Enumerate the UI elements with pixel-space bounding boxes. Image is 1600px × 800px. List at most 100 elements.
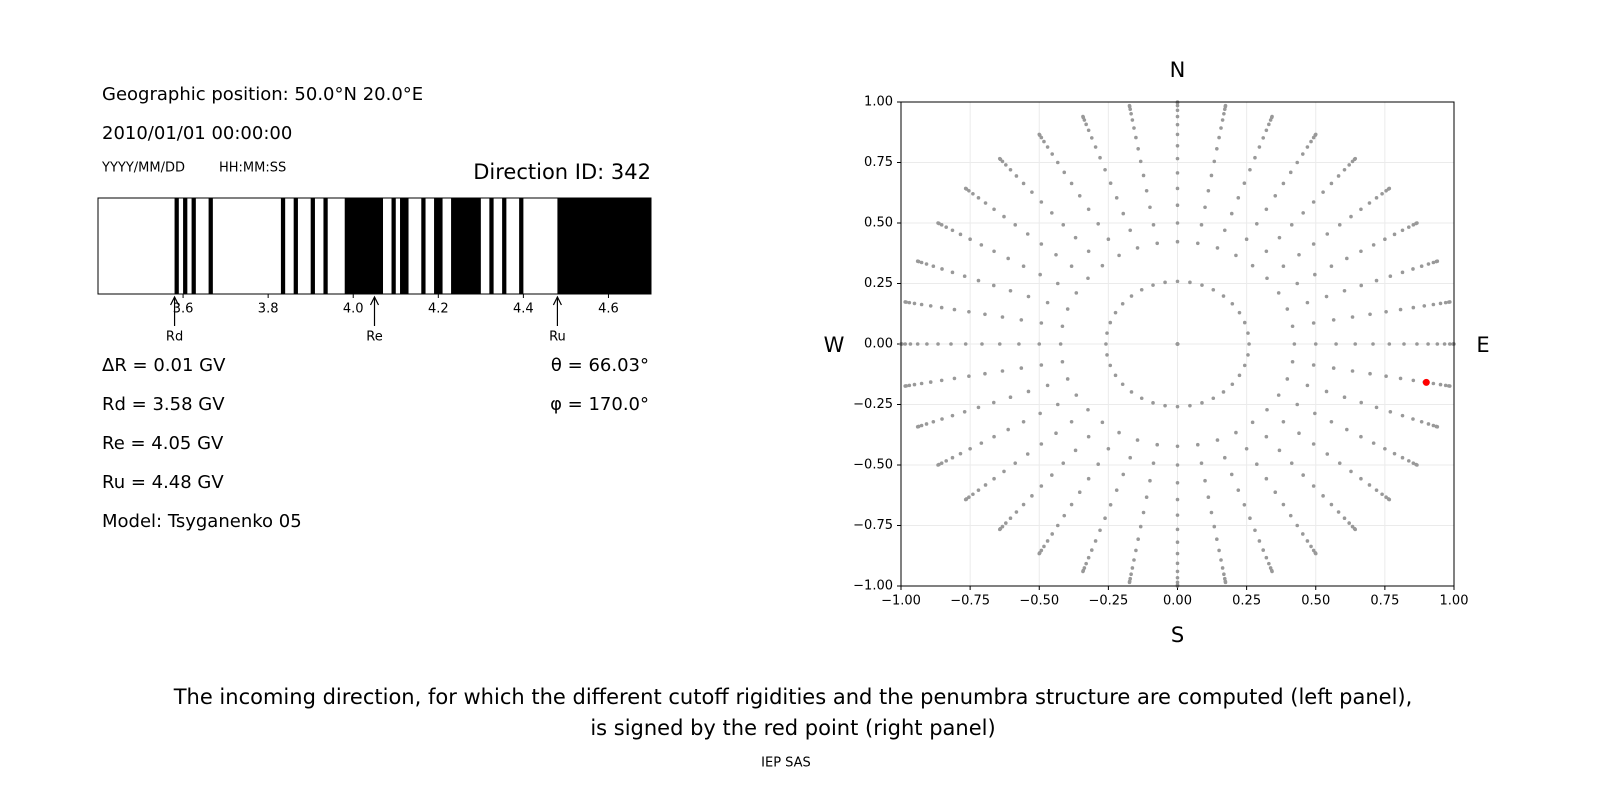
- direction-point: [958, 451, 963, 456]
- direction-point: [1380, 191, 1384, 196]
- direction-point: [1132, 126, 1136, 130]
- direction-point: [1013, 461, 1018, 465]
- x-tick-label: −0.75: [950, 594, 990, 609]
- direction-point: [1074, 291, 1079, 295]
- direction-point: [1151, 401, 1155, 405]
- direction-point: [976, 278, 981, 283]
- x-tick-label: 3.8: [258, 302, 279, 317]
- direction-point: [1045, 300, 1050, 305]
- direction-point: [1311, 484, 1316, 488]
- direction-point: [1199, 461, 1204, 465]
- direction-point: [1324, 294, 1329, 299]
- direction-point: [1311, 200, 1316, 204]
- direction-point: [1337, 461, 1342, 465]
- direction-point: [1130, 118, 1135, 122]
- direction-point: [1447, 384, 1452, 388]
- direction-point: [1242, 320, 1247, 325]
- direction-point: [1325, 452, 1330, 456]
- direction-point: [1188, 280, 1192, 285]
- direction-point: [936, 342, 940, 346]
- direction-point: [1175, 569, 1180, 574]
- direction-point: [1069, 502, 1074, 507]
- direction-point: [997, 342, 1002, 346]
- datetime: 2010/01/01 00:00:00: [102, 123, 292, 144]
- direction-point: [1411, 305, 1416, 310]
- direction-point: [1411, 223, 1416, 227]
- direction-point: [1222, 455, 1227, 460]
- direction-point: [1253, 528, 1257, 533]
- direction-point: [1062, 513, 1067, 518]
- direction-point: [1203, 478, 1207, 483]
- direction-point: [940, 417, 944, 421]
- direction-point: [1135, 246, 1140, 250]
- direction-point: [1129, 390, 1134, 394]
- y-tick-label: −0.75: [853, 518, 893, 533]
- direction-point: [1209, 173, 1214, 178]
- direction-point: [1219, 558, 1223, 562]
- direction-point: [1175, 404, 1180, 409]
- direction-point: [1108, 363, 1113, 368]
- direction-point: [1254, 221, 1259, 226]
- direction-point: [1148, 478, 1152, 483]
- direction-point: [1383, 237, 1387, 242]
- direction-point: [1264, 249, 1269, 254]
- direction-point: [1069, 181, 1074, 186]
- x-tick-label: 4.0: [343, 302, 364, 317]
- direction-point: [1103, 516, 1107, 521]
- x-tick-label: 0.25: [1232, 594, 1261, 609]
- time-format: HH:MM:SS: [219, 161, 286, 176]
- direction-point: [1163, 403, 1167, 408]
- direction-point: [1073, 235, 1078, 240]
- direction-point: [1141, 510, 1146, 515]
- direction-point: [1175, 103, 1180, 108]
- direction-point: [1008, 167, 1013, 172]
- forbidden-band: [344, 198, 384, 294]
- direction-point: [907, 383, 912, 388]
- direction-point: [967, 374, 971, 378]
- direction-point: [1045, 383, 1050, 388]
- compass-east: E: [1476, 333, 1489, 357]
- direction-point: [1313, 132, 1318, 137]
- direction-point: [1089, 548, 1094, 552]
- direction-point: [1438, 301, 1443, 306]
- direction-point: [1380, 492, 1384, 497]
- direction-point: [1058, 342, 1063, 346]
- direction-point: [1195, 442, 1200, 447]
- direction-point: [1104, 342, 1108, 346]
- direction-point: [1128, 455, 1133, 460]
- direction-point: [1374, 488, 1379, 492]
- direction-point: [1289, 223, 1294, 227]
- forbidden-band: [434, 198, 443, 294]
- direction-point: [1074, 393, 1079, 397]
- direction-point: [1267, 561, 1271, 566]
- direction-point: [1217, 135, 1221, 140]
- direction-point: [1050, 211, 1054, 215]
- direction-point: [1248, 516, 1252, 521]
- direction-point: [1065, 377, 1070, 381]
- bar-frame: [97, 197, 652, 295]
- direction-point: [1195, 241, 1200, 246]
- direction-point: [1285, 307, 1290, 311]
- direction-point: [1042, 139, 1046, 144]
- direction-point: [1175, 221, 1180, 225]
- direction-point: [1329, 502, 1334, 507]
- direction-point: [1045, 539, 1050, 543]
- direction-point: [1175, 114, 1180, 119]
- direction-point: [976, 405, 981, 410]
- direction-point: [1215, 146, 1219, 151]
- direction-point: [1305, 383, 1310, 388]
- direction-point: [1222, 228, 1227, 233]
- direction-point: [1305, 300, 1310, 305]
- direction-point: [1175, 513, 1180, 517]
- direction-point: [1295, 281, 1300, 286]
- direction-point: [1039, 200, 1044, 204]
- forbidden-band: [400, 198, 409, 294]
- direction-point: [1281, 181, 1286, 186]
- direction-point: [1345, 427, 1349, 432]
- direction-point: [1221, 390, 1226, 394]
- direction-point: [912, 301, 917, 306]
- direction-point: [1336, 510, 1341, 514]
- direction-point: [1297, 431, 1301, 436]
- x-tick-label: 4.6: [598, 302, 619, 317]
- direction-point: [1175, 143, 1180, 148]
